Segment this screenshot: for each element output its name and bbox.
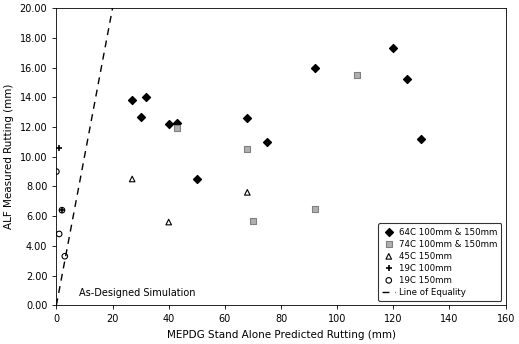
74C 100mm & 150mm bbox=[243, 147, 252, 152]
Text: As-Designed Simulation: As-Designed Simulation bbox=[79, 288, 195, 298]
64C 100mm & 150mm bbox=[136, 114, 145, 119]
64C 100mm & 150mm bbox=[142, 95, 151, 100]
45C 150mm bbox=[243, 190, 252, 195]
64C 100mm & 150mm bbox=[310, 65, 319, 70]
64C 100mm & 150mm bbox=[128, 97, 136, 103]
Legend: 64C 100mm & 150mm, 74C 100mm & 150mm, 45C 150mm, 19C 100mm, 19C 150mm, Line of E: 64C 100mm & 150mm, 74C 100mm & 150mm, 45… bbox=[378, 223, 501, 301]
64C 100mm & 150mm bbox=[403, 77, 412, 82]
64C 100mm & 150mm bbox=[389, 45, 398, 51]
45C 150mm bbox=[128, 176, 136, 182]
Y-axis label: ALF Measured Rutting (mm): ALF Measured Rutting (mm) bbox=[4, 84, 14, 229]
19C 150mm bbox=[52, 169, 61, 174]
19C 100mm bbox=[58, 207, 66, 213]
19C 150mm bbox=[61, 254, 69, 259]
64C 100mm & 150mm bbox=[243, 115, 252, 121]
74C 100mm & 150mm bbox=[249, 218, 257, 223]
64C 100mm & 150mm bbox=[193, 176, 201, 182]
19C 150mm bbox=[55, 231, 63, 237]
64C 100mm & 150mm bbox=[263, 139, 271, 144]
64C 100mm & 150mm bbox=[165, 121, 173, 127]
64C 100mm & 150mm bbox=[417, 136, 426, 142]
19C 150mm bbox=[58, 207, 66, 213]
45C 150mm bbox=[165, 219, 173, 225]
74C 100mm & 150mm bbox=[173, 126, 181, 131]
74C 100mm & 150mm bbox=[310, 206, 319, 212]
X-axis label: MEPDG Stand Alone Predicted Rutting (mm): MEPDG Stand Alone Predicted Rutting (mm) bbox=[167, 330, 395, 340]
74C 100mm & 150mm bbox=[353, 72, 361, 78]
64C 100mm & 150mm bbox=[173, 120, 181, 125]
19C 100mm bbox=[55, 145, 63, 151]
